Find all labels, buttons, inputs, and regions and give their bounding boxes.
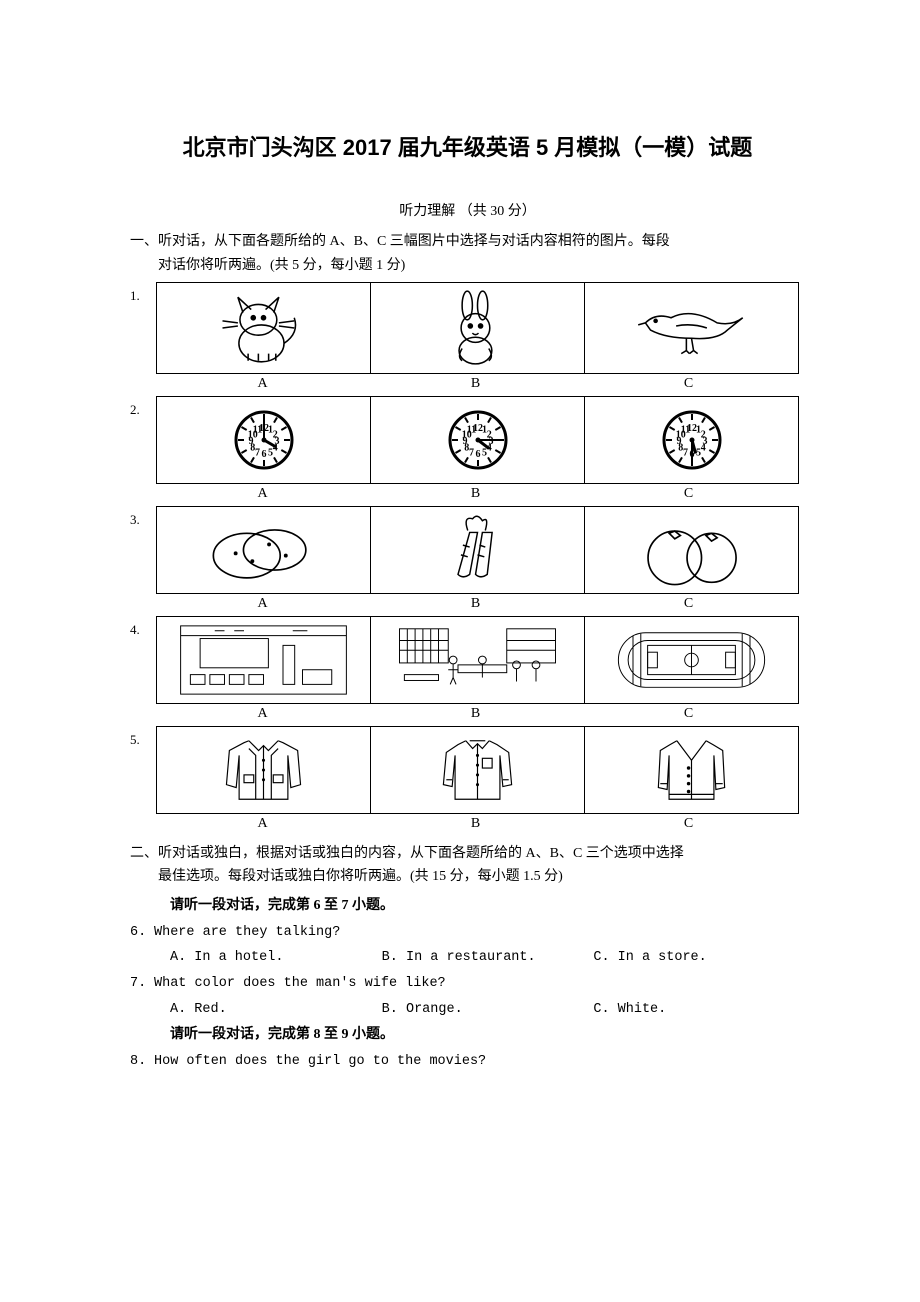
panels-container: 121234567891011 121234567891011 12123456… <box>156 396 805 506</box>
question-6-options: A. In a hotel. B. In a restaurant. C. In… <box>130 945 805 971</box>
q7-option-c: C. White. <box>593 997 805 1023</box>
page-title: 北京市门头沟区 2017 届九年级英语 5 月模拟（一模）试题 <box>130 130 805 162</box>
option-labels: ABC <box>156 596 805 612</box>
option-label: C <box>582 596 795 612</box>
option-label: A <box>156 596 369 612</box>
question-number: 5. <box>130 726 156 748</box>
svg-text:5: 5 <box>482 447 487 458</box>
exam-page: 北京市门头沟区 2017 届九年级英语 5 月模拟（一模）试题 听力理解 （共 … <box>0 0 920 1302</box>
q7-option-b: B. Orange. <box>382 997 594 1023</box>
question-number: 4. <box>130 616 156 638</box>
option-label: C <box>582 376 795 392</box>
jacket-icon <box>156 726 371 814</box>
picture-question-row: 5. ABC <box>130 726 805 836</box>
option-label: B <box>369 596 582 612</box>
picture-questions: 1. ABC2. 121234567891011 <box>130 282 805 836</box>
picture-question-row: 4. <box>130 616 805 726</box>
cardigan-icon <box>584 726 799 814</box>
panels-container: ABC <box>156 616 805 726</box>
q6-option-a: A. In a hotel. <box>170 945 382 971</box>
question-6: 6.Where are they talking? <box>130 920 805 946</box>
panels-container: ABC <box>156 506 805 616</box>
svg-text:11: 11 <box>466 424 475 435</box>
svg-text:4: 4 <box>700 442 705 453</box>
q6-option-c: C. In a store. <box>593 945 805 971</box>
svg-text:11: 11 <box>680 424 689 435</box>
option-label: C <box>582 706 795 722</box>
stadium-icon <box>584 616 799 704</box>
picture-question-row: 2. 121234567891011 121234567891011 12123… <box>130 396 805 506</box>
carrots-icon <box>370 506 585 594</box>
q7-option-a: A. Red. <box>170 997 382 1023</box>
option-label: A <box>156 376 369 392</box>
option-labels: ABC <box>156 816 805 832</box>
shirt-icon <box>370 726 585 814</box>
option-label: B <box>369 376 582 392</box>
panel-triplet <box>156 506 805 594</box>
classroom-icon <box>156 616 371 704</box>
tomatoes-icon <box>584 506 799 594</box>
svg-text:6: 6 <box>261 449 266 460</box>
clock1-icon: 121234567891011 <box>156 396 371 484</box>
q6-option-b: B. In a restaurant. <box>382 945 594 971</box>
option-label: A <box>156 486 369 502</box>
section-1-heading: 一、听对话，从下面各题所给的 A、B、C 三幅图片中选择与对话内容相符的图片。每… <box>130 230 805 278</box>
cat-icon <box>156 282 371 374</box>
question-number: 3. <box>130 506 156 528</box>
question-7-options: A. Red. B. Orange. C. White. <box>130 997 805 1023</box>
option-labels: ABC <box>156 376 805 392</box>
potatoes-icon <box>156 506 371 594</box>
svg-text:11: 11 <box>252 424 261 435</box>
option-labels: ABC <box>156 706 805 722</box>
option-label: B <box>369 816 582 832</box>
svg-text:6: 6 <box>475 449 480 460</box>
option-label: B <box>369 486 582 502</box>
library-icon <box>370 616 585 704</box>
instruction-6-7: 请听一段对话，完成第 6 至 7 小题。 <box>130 893 805 920</box>
question-8: 8.How often does the girl go to the movi… <box>130 1049 805 1075</box>
svg-text:7: 7 <box>255 447 260 458</box>
section-2-heading: 二、听对话或独白，根据对话或独白的内容，从下面各题所给的 A、B、C 三个选项中… <box>130 842 805 890</box>
svg-text:7: 7 <box>683 447 688 458</box>
bird-icon <box>584 282 799 374</box>
option-label: A <box>156 706 369 722</box>
option-label: C <box>582 816 795 832</box>
clock3-icon: 121234567891011 <box>584 396 799 484</box>
option-label: C <box>582 486 795 502</box>
svg-text:7: 7 <box>469 447 474 458</box>
question-7: 7.What color does the man's wife like? <box>130 971 805 997</box>
option-label: A <box>156 816 369 832</box>
panel-triplet <box>156 616 805 704</box>
page-subtitle: 听力理解 （共 30 分） <box>130 200 805 220</box>
panel-triplet: 121234567891011 121234567891011 12123456… <box>156 396 805 484</box>
picture-question-row: 3. ABC <box>130 506 805 616</box>
question-number: 1. <box>130 282 156 304</box>
panels-container: ABC <box>156 282 805 396</box>
instruction-8-9: 请听一段对话，完成第 8 至 9 小题。 <box>130 1022 805 1049</box>
svg-text:5: 5 <box>268 447 273 458</box>
clock2-icon: 121234567891011 <box>370 396 585 484</box>
panels-container: ABC <box>156 726 805 836</box>
panel-triplet <box>156 726 805 814</box>
option-labels: ABC <box>156 486 805 502</box>
rabbit-icon <box>370 282 585 374</box>
option-label: B <box>369 706 582 722</box>
panel-triplet <box>156 282 805 374</box>
picture-question-row: 1. ABC <box>130 282 805 396</box>
question-number: 2. <box>130 396 156 418</box>
